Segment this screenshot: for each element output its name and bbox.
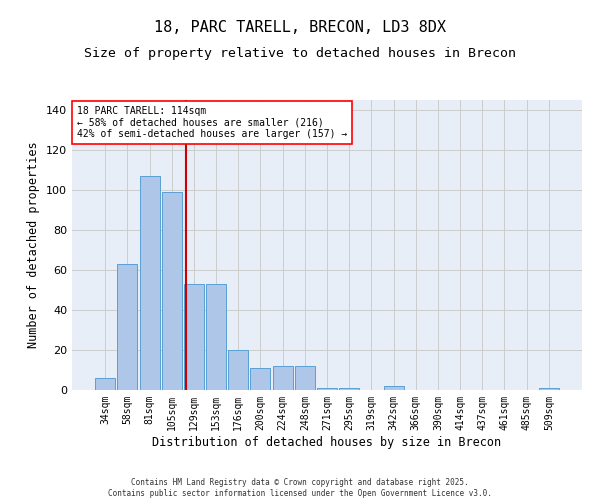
Bar: [118, 264, 137, 390]
Bar: [95, 378, 115, 390]
Bar: [317, 388, 337, 390]
Text: Size of property relative to detached houses in Brecon: Size of property relative to detached ho…: [84, 48, 516, 60]
Y-axis label: Number of detached properties: Number of detached properties: [28, 142, 40, 348]
Bar: [272, 366, 293, 390]
Text: Contains HM Land Registry data © Crown copyright and database right 2025.
Contai: Contains HM Land Registry data © Crown c…: [108, 478, 492, 498]
Bar: [539, 388, 559, 390]
Bar: [250, 368, 271, 390]
X-axis label: Distribution of detached houses by size in Brecon: Distribution of detached houses by size …: [152, 436, 502, 448]
Bar: [339, 388, 359, 390]
Bar: [162, 192, 182, 390]
Bar: [206, 284, 226, 390]
Text: 18, PARC TARELL, BRECON, LD3 8DX: 18, PARC TARELL, BRECON, LD3 8DX: [154, 20, 446, 35]
Bar: [295, 366, 315, 390]
Text: 18 PARC TARELL: 114sqm
← 58% of detached houses are smaller (216)
42% of semi-de: 18 PARC TARELL: 114sqm ← 58% of detached…: [77, 106, 347, 139]
Bar: [383, 386, 404, 390]
Bar: [184, 284, 204, 390]
Bar: [140, 176, 160, 390]
Bar: [228, 350, 248, 390]
